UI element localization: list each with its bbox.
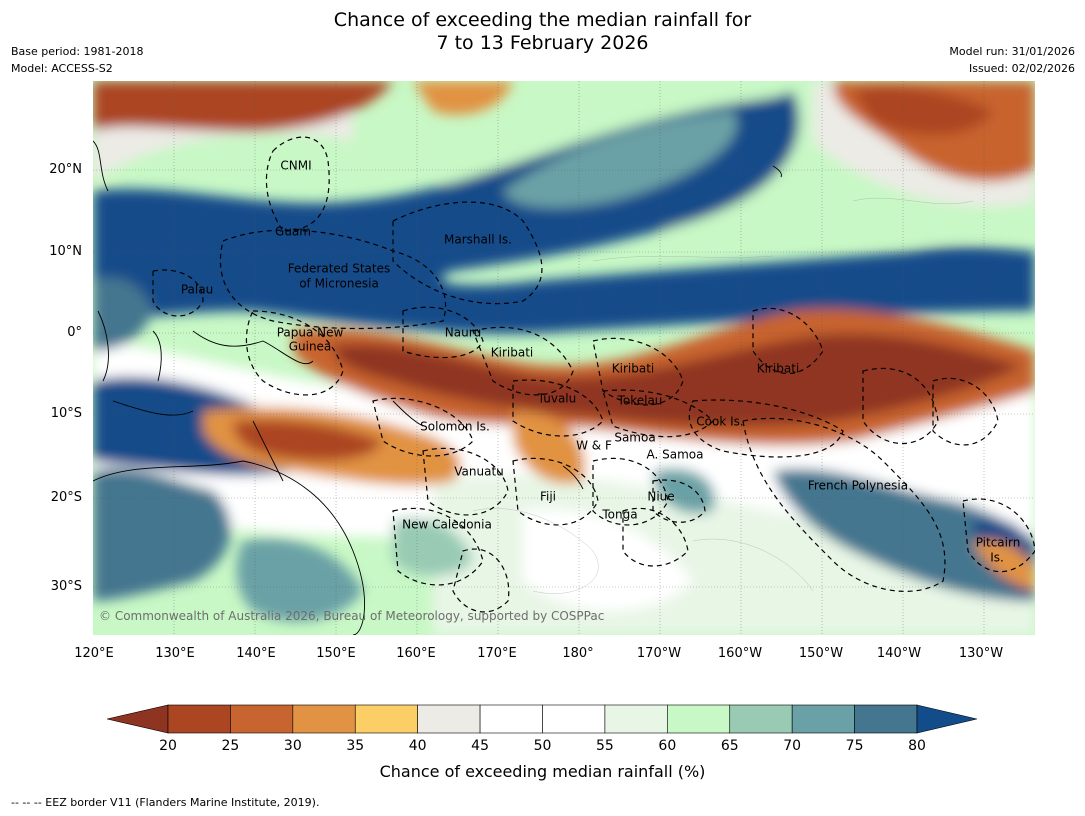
- label-tonga: Tonga: [602, 507, 638, 522]
- colorbar-tick-label: 20: [159, 738, 177, 754]
- lon-label-140w: 140°W: [876, 646, 922, 661]
- rainfall-map-svg: [93, 81, 1035, 635]
- lon-label-150e: 150°E: [316, 646, 356, 661]
- label-kiribati-east: Kiribati: [756, 361, 800, 376]
- label-png-line-1: Papua New: [276, 325, 344, 340]
- colorbar-tick-label: 50: [533, 738, 552, 754]
- model-run: Model run: 31/01/2026: [949, 45, 1075, 58]
- lon-label-170w: 170°W: [636, 646, 682, 661]
- rainfall-field: [93, 81, 1035, 635]
- label-french-polynesia: French Polynesia: [807, 478, 909, 493]
- lat-label-20s: 20°S: [50, 490, 82, 505]
- eez-borders: [152, 136, 1035, 613]
- meta-left: Base period: 1981-2018 Model: ACCESS-S2: [11, 43, 143, 77]
- lon-label-180: 180°: [562, 646, 594, 661]
- label-vanuatu: Vanuatu: [454, 464, 504, 479]
- graticule: [93, 81, 1035, 635]
- colorbar-tick-label: 35: [346, 738, 365, 754]
- label-tuvalu: Tuvalu: [537, 391, 577, 406]
- colorbar-tick-label: 65: [720, 738, 739, 754]
- label-guam: Guam: [275, 224, 311, 239]
- label-marshall-islands: Marshall Is.: [444, 232, 512, 247]
- colorbar-under-arrow: [107, 704, 169, 734]
- lat-label-20n: 20°N: [49, 162, 82, 177]
- label-american-samoa: A. Samoa: [646, 447, 704, 462]
- lat-label-10s: 10°S: [50, 406, 82, 421]
- lat-label-0: 0°: [67, 325, 82, 340]
- map-title-line-2: 7 to 13 February 2026: [436, 32, 649, 54]
- map-title-line-1: Chance of exceeding the median rainfall …: [333, 9, 752, 31]
- colorbar-tick-label: 60: [658, 738, 677, 754]
- colorbar-cell: [542, 704, 606, 734]
- lat-label-30s: 30°S: [50, 579, 82, 594]
- colorbar-tick-label: 25: [221, 738, 240, 754]
- label-kiribati-west: Kiribati: [490, 345, 534, 360]
- colorbar-tick-label: 75: [845, 738, 864, 754]
- colorbar-tick-label: 70: [783, 738, 802, 754]
- coastlines: [93, 140, 782, 635]
- label-pitcairn-line-2: Is.: [990, 550, 1004, 565]
- issued-date: Issued: 02/02/2026: [968, 62, 1075, 75]
- label-tokelau: Tokelau: [617, 393, 663, 408]
- rainfall-map: [93, 81, 1035, 635]
- label-fsm-line-1: Federated States: [287, 261, 391, 276]
- lon-label-130w: 130°W: [958, 646, 1004, 661]
- colorbar-cell: [604, 704, 668, 734]
- colorbar-over-arrow: [916, 704, 978, 734]
- lon-label-140e: 140°E: [236, 646, 276, 661]
- label-wallis-futuna: W & F: [576, 438, 612, 453]
- colorbar-cell: [292, 704, 356, 734]
- lon-label-150w: 150°W: [798, 646, 844, 661]
- label-cook-islands: Cook Is.: [696, 414, 744, 429]
- label-samoa: Samoa: [614, 430, 656, 445]
- label-nauru: Nauru: [444, 325, 482, 340]
- base-period: Base period: 1981-2018: [11, 45, 144, 58]
- lon-label-120e: 120°E: [74, 646, 114, 661]
- label-new-caledonia: New Caledonia: [402, 517, 492, 532]
- colorbar-tick-label: 40: [408, 738, 427, 754]
- colorbar-cell: [167, 704, 231, 734]
- colorbar-label: Chance of exceeding median rainfall (%): [379, 762, 706, 781]
- label-png-line-2: Guinea: [288, 339, 332, 354]
- meta-right: Model run: 31/01/2026 Issued: 02/02/2026: [949, 43, 1075, 77]
- label-fsm-line-2: of Micronesia: [299, 276, 379, 291]
- colorbar-cell: [854, 704, 918, 734]
- lon-label-170e: 170°E: [477, 646, 517, 661]
- lon-label-160e: 160°E: [396, 646, 436, 661]
- colorbar-tick-label: 30: [283, 738, 302, 754]
- label-niue: Niue: [647, 489, 675, 504]
- colorbar-cell: [230, 704, 294, 734]
- colorbar: [107, 704, 978, 734]
- label-cnmi: CNMI: [280, 158, 312, 173]
- label-solomon-islands: Solomon Is.: [420, 419, 490, 434]
- model-name: Model: ACCESS-S2: [11, 62, 113, 75]
- colorbar-cell: [479, 704, 543, 734]
- colorbar-cell: [791, 704, 855, 734]
- lon-label-130e: 130°E: [155, 646, 195, 661]
- label-palau: Palau: [180, 282, 214, 297]
- copyright-notice: © Commonwealth of Australia 2026, Bureau…: [99, 609, 605, 623]
- lat-label-10n: 10°N: [49, 244, 82, 259]
- colorbar-cell: [354, 704, 418, 734]
- colorbar-tick-label: 80: [908, 738, 926, 754]
- colorbar-tick-label: 45: [471, 738, 489, 754]
- colorbar-cell: [667, 704, 731, 734]
- label-kiribati-central: Kiribati: [611, 361, 655, 376]
- eez-border-note: -- -- -- EEZ border V11 (Flanders Marine…: [11, 796, 320, 809]
- colorbar-tick-label: 55: [595, 738, 614, 754]
- lon-label-160w: 160°W: [717, 646, 763, 661]
- colorbar-cell: [417, 704, 481, 734]
- colorbar-cell: [729, 704, 793, 734]
- label-pitcairn-line-1: Pitcairn: [975, 535, 1021, 550]
- label-fiji: Fiji: [539, 489, 557, 504]
